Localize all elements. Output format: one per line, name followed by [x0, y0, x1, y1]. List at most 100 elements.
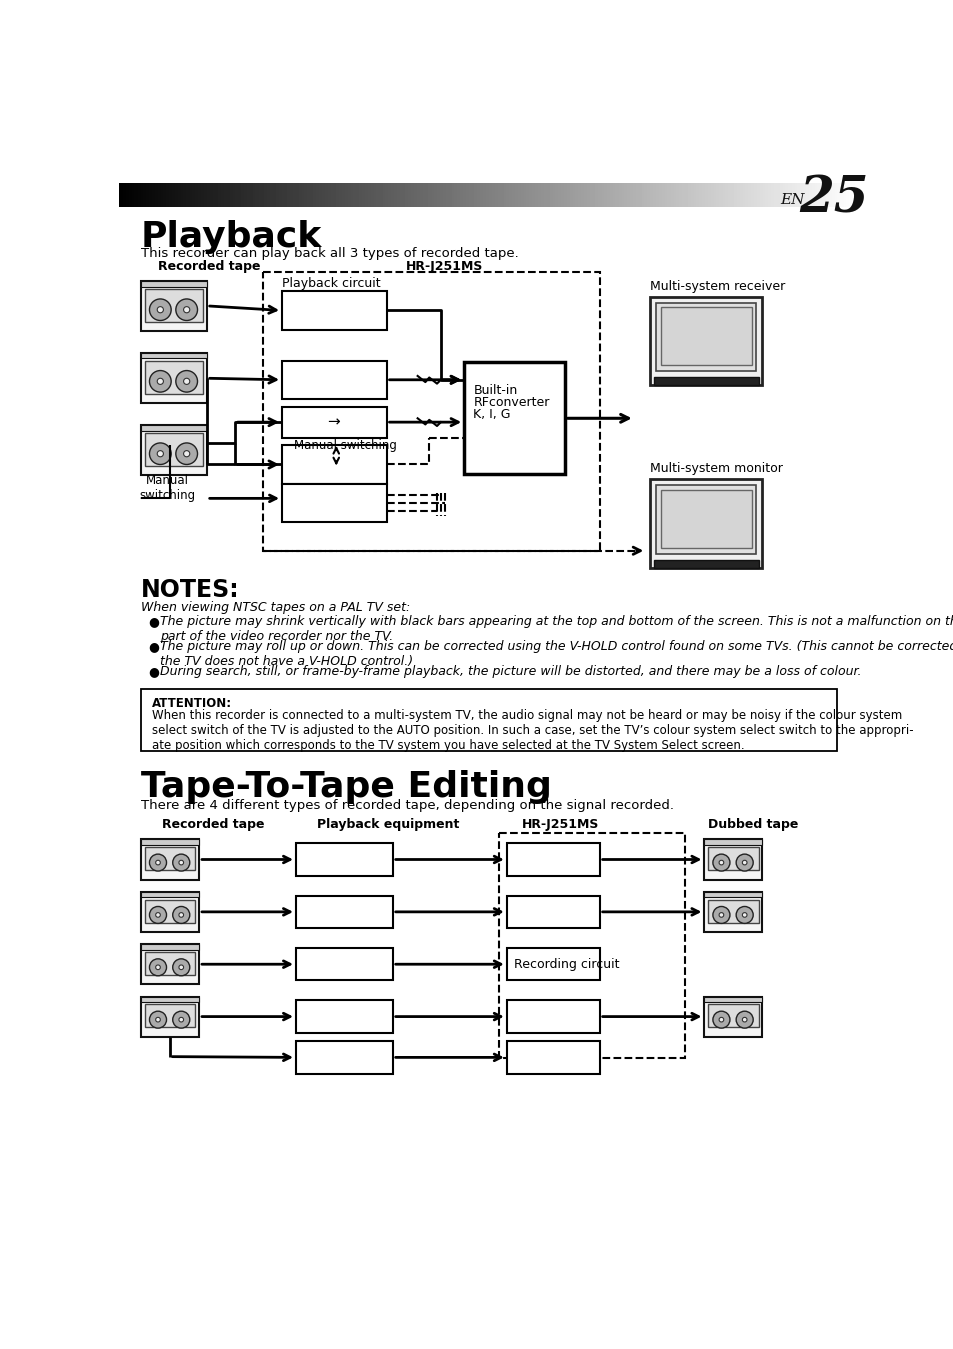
Text: The picture may roll up or down. This can be corrected using the V-HOLD control : The picture may roll up or down. This ca…: [159, 639, 953, 668]
Circle shape: [157, 306, 163, 313]
Text: Recording circuit: Recording circuit: [514, 958, 619, 971]
Bar: [506, 843, 599, 876]
Circle shape: [150, 907, 167, 924]
Circle shape: [155, 913, 160, 917]
Bar: [282, 291, 386, 329]
Circle shape: [157, 451, 163, 457]
Circle shape: [183, 451, 190, 457]
Bar: [282, 360, 386, 399]
Circle shape: [172, 1012, 190, 1028]
Circle shape: [150, 1012, 167, 1028]
Bar: [141, 353, 207, 359]
Bar: [654, 378, 758, 386]
Bar: [649, 479, 761, 568]
Bar: [141, 839, 199, 880]
Bar: [141, 281, 207, 332]
Bar: [506, 896, 599, 928]
Circle shape: [179, 1017, 183, 1023]
Text: ●: ●: [149, 665, 159, 679]
Bar: [295, 896, 393, 928]
Bar: [145, 952, 195, 975]
Bar: [703, 839, 761, 844]
Circle shape: [172, 959, 190, 975]
Bar: [145, 289, 203, 322]
Text: ●: ●: [149, 615, 159, 627]
Bar: [145, 847, 195, 870]
Circle shape: [172, 854, 190, 871]
Circle shape: [155, 965, 160, 970]
Bar: [141, 689, 836, 751]
Circle shape: [175, 299, 197, 321]
Text: Multi-system monitor: Multi-system monitor: [649, 463, 782, 475]
Text: ●: ●: [149, 639, 159, 653]
Circle shape: [150, 299, 171, 321]
Text: →: →: [327, 414, 340, 429]
Bar: [141, 997, 199, 1036]
Bar: [707, 1004, 758, 1028]
Bar: [282, 445, 386, 484]
Circle shape: [150, 442, 171, 464]
Bar: [141, 997, 199, 1002]
Bar: [703, 892, 761, 897]
Text: When this recorder is connected to a multi-system TV, the audio signal may not b: When this recorder is connected to a mul…: [152, 708, 912, 751]
Bar: [703, 839, 761, 880]
Circle shape: [175, 371, 197, 393]
Circle shape: [172, 907, 190, 924]
Bar: [141, 839, 199, 844]
Text: Playback circuit: Playback circuit: [282, 278, 380, 290]
Circle shape: [741, 861, 746, 865]
Bar: [660, 490, 751, 548]
Bar: [141, 944, 199, 950]
Circle shape: [150, 959, 167, 975]
Bar: [295, 948, 393, 981]
Text: This recorder can play back all 3 types of recorded tape.: This recorder can play back all 3 types …: [141, 247, 518, 259]
Circle shape: [741, 1017, 746, 1023]
Bar: [141, 425, 207, 475]
Text: Tape-To-Tape Editing: Tape-To-Tape Editing: [141, 770, 551, 804]
Bar: [656, 486, 756, 554]
Circle shape: [150, 371, 171, 393]
Bar: [295, 1041, 393, 1074]
Circle shape: [155, 861, 160, 865]
Bar: [141, 425, 207, 430]
Text: K, I, G: K, I, G: [473, 409, 511, 421]
Text: Manual
switching: Manual switching: [139, 473, 195, 502]
Text: RFconverter: RFconverter: [473, 397, 549, 409]
Circle shape: [712, 854, 729, 871]
Circle shape: [179, 913, 183, 917]
Bar: [498, 834, 684, 1058]
Circle shape: [712, 907, 729, 924]
Text: When viewing NTSC tapes on a PAL TV set:: When viewing NTSC tapes on a PAL TV set:: [141, 600, 410, 614]
Bar: [660, 308, 751, 366]
Bar: [282, 484, 386, 522]
Bar: [295, 1001, 393, 1033]
Text: HR-J251MS: HR-J251MS: [521, 817, 599, 831]
Text: EN: EN: [780, 193, 804, 208]
Circle shape: [736, 907, 753, 924]
Bar: [145, 360, 203, 394]
Circle shape: [157, 378, 163, 384]
Text: Built-in: Built-in: [473, 383, 517, 397]
Bar: [506, 1001, 599, 1033]
Circle shape: [719, 861, 723, 865]
Bar: [141, 944, 199, 985]
Circle shape: [175, 442, 197, 464]
Bar: [145, 1004, 195, 1028]
Bar: [654, 560, 758, 568]
Text: NOTES:: NOTES:: [141, 577, 239, 602]
Text: Recorded tape: Recorded tape: [162, 817, 264, 831]
Bar: [141, 353, 207, 403]
Text: 25: 25: [799, 174, 868, 224]
Circle shape: [719, 913, 723, 917]
Bar: [282, 407, 386, 437]
Circle shape: [183, 306, 190, 313]
Circle shape: [179, 965, 183, 970]
Circle shape: [741, 913, 746, 917]
Circle shape: [179, 861, 183, 865]
Bar: [703, 997, 761, 1036]
Bar: [464, 362, 564, 473]
Text: Playback equipment: Playback equipment: [316, 817, 458, 831]
Bar: [295, 843, 393, 876]
Bar: [707, 847, 758, 870]
Text: Dubbed tape: Dubbed tape: [707, 817, 798, 831]
